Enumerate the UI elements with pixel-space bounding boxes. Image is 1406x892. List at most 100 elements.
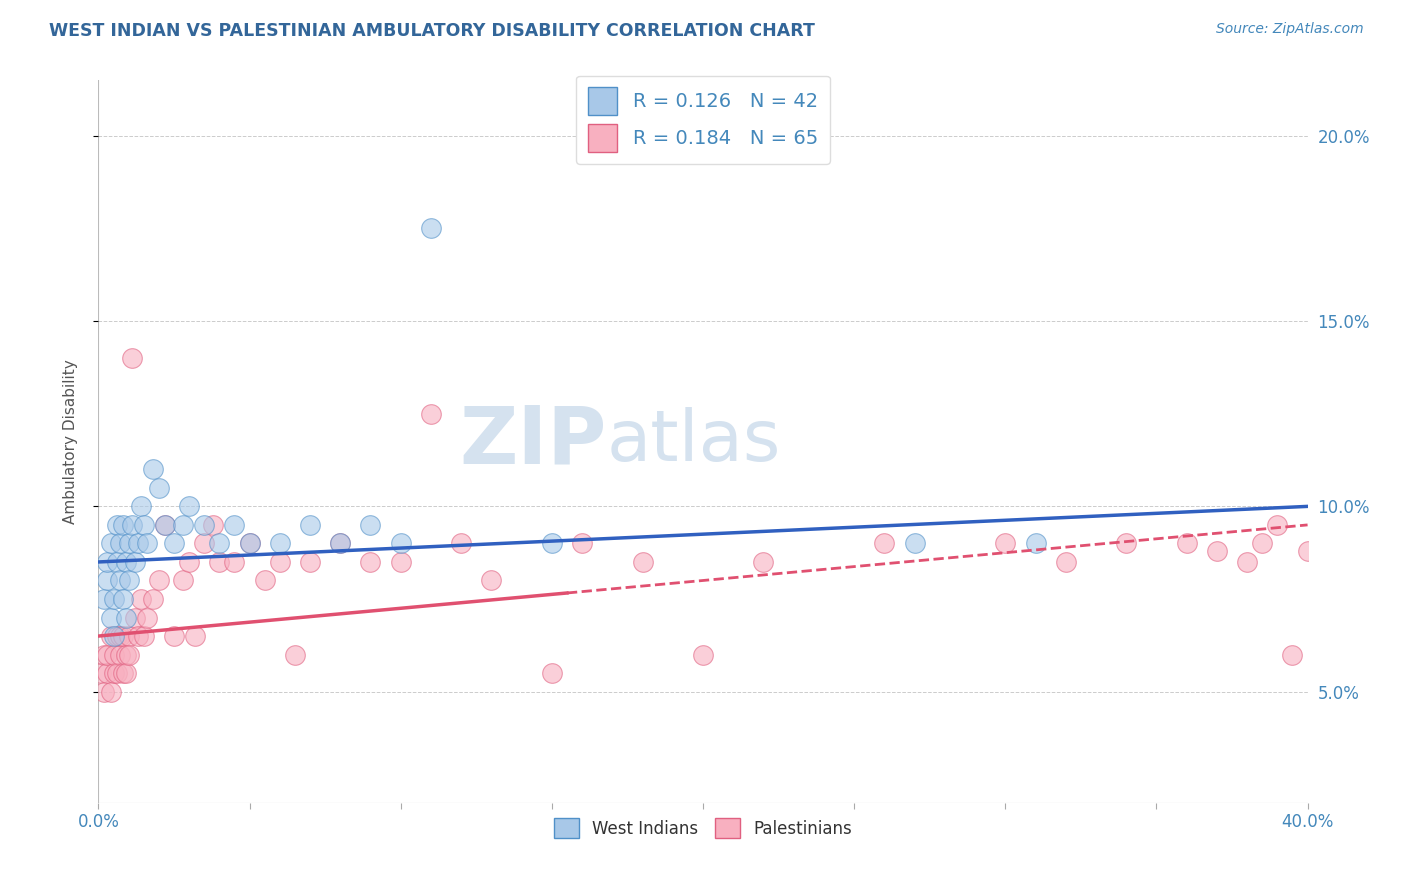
Point [105, 666, 128, 681]
Point [1236, 555, 1258, 569]
Point [540, 666, 562, 681]
Point [224, 555, 246, 569]
Point [108, 574, 131, 588]
Point [179, 500, 201, 514]
Point [96, 648, 118, 662]
Point [299, 555, 322, 569]
Point [420, 221, 443, 235]
Point [93, 648, 115, 662]
Point [329, 536, 352, 550]
Point [1327, 536, 1350, 550]
Point [114, 666, 136, 681]
Point [184, 629, 207, 643]
Point [105, 555, 128, 569]
Point [389, 536, 412, 550]
Point [1251, 536, 1274, 550]
Point [100, 610, 122, 624]
Point [129, 500, 152, 514]
Point [114, 648, 136, 662]
Point [1206, 544, 1229, 558]
Point [239, 536, 262, 550]
Point [114, 555, 136, 569]
Point [103, 592, 125, 607]
Legend: West Indians, Palestinians: West Indians, Palestinians [547, 812, 859, 845]
Point [111, 629, 134, 643]
Point [142, 592, 165, 607]
Y-axis label: Ambulatory Disability: Ambulatory Disability [63, 359, 77, 524]
Point [135, 536, 157, 550]
Point [153, 517, 176, 532]
Point [118, 629, 141, 643]
Point [111, 666, 134, 681]
Point [179, 555, 201, 569]
Point [299, 517, 322, 532]
Point [108, 536, 131, 550]
Text: WEST INDIAN VS PALESTINIAN AMBULATORY DISABILITY CORRELATION CHART: WEST INDIAN VS PALESTINIAN AMBULATORY DI… [49, 22, 815, 40]
Point [129, 592, 152, 607]
Point [389, 555, 412, 569]
Point [96, 666, 118, 681]
Point [111, 517, 134, 532]
Point [96, 555, 118, 569]
Point [118, 536, 141, 550]
Point [127, 536, 149, 550]
Point [904, 536, 927, 550]
Point [253, 574, 276, 588]
Point [202, 517, 225, 532]
Point [90, 666, 112, 681]
Point [100, 629, 122, 643]
Point [193, 536, 215, 550]
Point [118, 648, 141, 662]
Point [124, 555, 146, 569]
Point [142, 462, 165, 476]
Point [208, 555, 231, 569]
Point [571, 536, 593, 550]
Point [114, 610, 136, 624]
Point [132, 517, 155, 532]
Point [103, 666, 125, 681]
Point [163, 629, 186, 643]
Point [450, 536, 472, 550]
Point [111, 592, 134, 607]
Point [631, 555, 654, 569]
Point [360, 555, 382, 569]
Point [1281, 648, 1303, 662]
Text: ZIP: ZIP [458, 402, 606, 481]
Point [105, 517, 128, 532]
Point [208, 536, 231, 550]
Point [127, 629, 149, 643]
Point [873, 536, 896, 550]
Point [269, 536, 291, 550]
Point [163, 536, 186, 550]
Point [124, 610, 146, 624]
Text: atlas: atlas [606, 407, 780, 476]
Point [148, 574, 170, 588]
Point [329, 536, 352, 550]
Point [1024, 536, 1046, 550]
Point [1175, 536, 1198, 550]
Point [172, 517, 194, 532]
Point [540, 536, 562, 550]
Point [93, 592, 115, 607]
Point [108, 629, 131, 643]
Point [103, 629, 125, 643]
Point [1054, 555, 1077, 569]
Point [284, 648, 307, 662]
Point [96, 574, 118, 588]
Point [121, 351, 143, 366]
Point [148, 481, 170, 495]
Point [100, 536, 122, 550]
Point [994, 536, 1017, 550]
Point [1267, 517, 1289, 532]
Point [153, 517, 176, 532]
Point [752, 555, 775, 569]
Point [193, 517, 215, 532]
Point [135, 610, 157, 624]
Point [481, 574, 503, 588]
Point [1312, 722, 1334, 736]
Point [121, 517, 143, 532]
Text: Source: ZipAtlas.com: Source: ZipAtlas.com [1216, 22, 1364, 37]
Point [108, 648, 131, 662]
Point [224, 517, 246, 532]
Point [239, 536, 262, 550]
